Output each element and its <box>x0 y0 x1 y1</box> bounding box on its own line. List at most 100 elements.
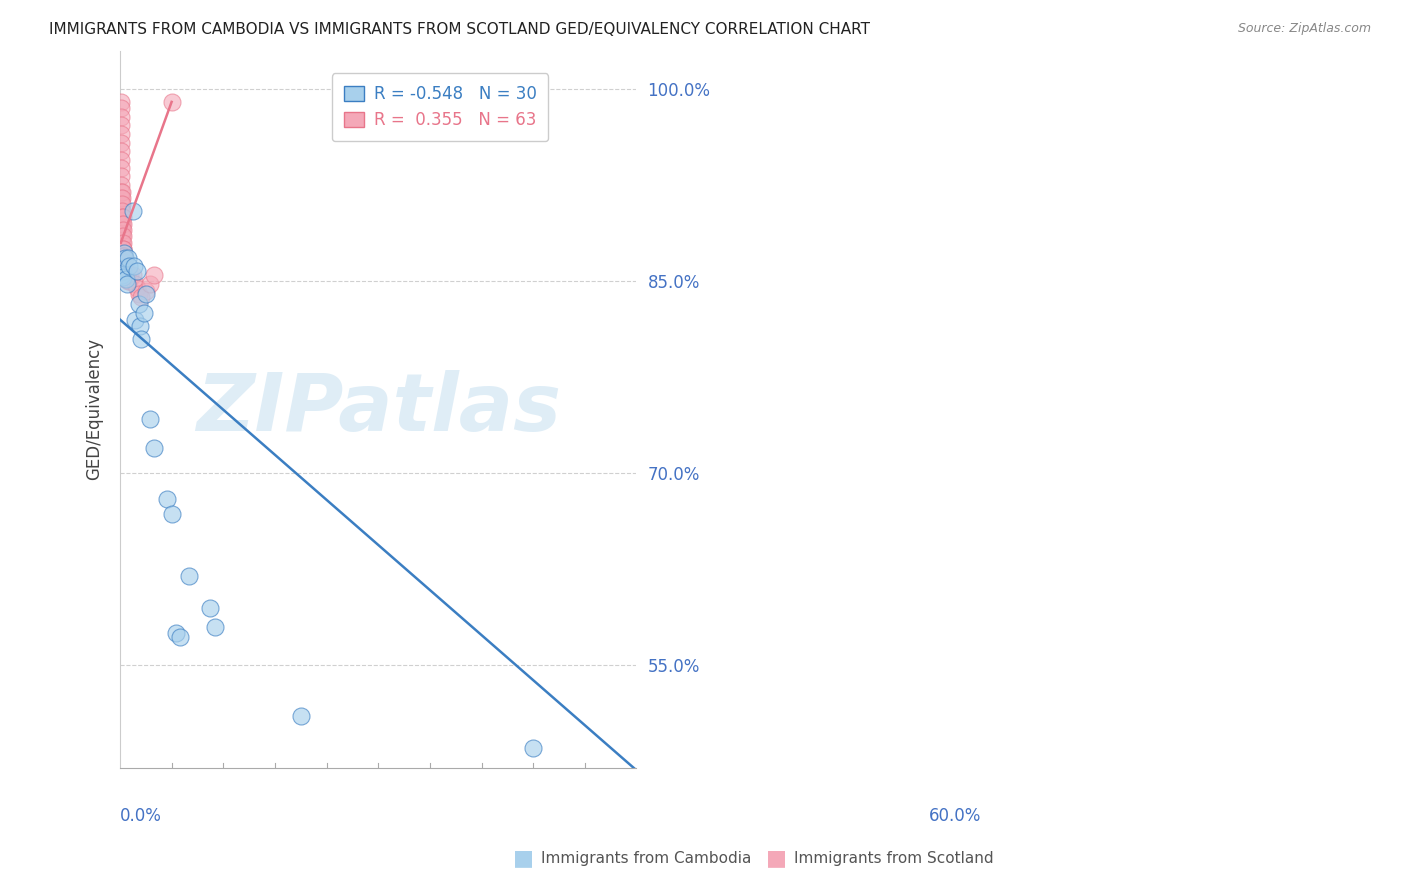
Text: Immigrants from Cambodia: Immigrants from Cambodia <box>541 851 752 865</box>
Point <box>110 178 132 193</box>
Point <box>111 185 134 199</box>
Point <box>111 248 134 262</box>
Point <box>117 274 139 288</box>
Point <box>111 248 134 262</box>
Point <box>127 264 149 278</box>
Text: IMMIGRANTS FROM CAMBODIA VS IMMIGRANTS FROM SCOTLAND GED/EQUIVALENCY CORRELATION: IMMIGRANTS FROM CAMBODIA VS IMMIGRANTS F… <box>49 22 870 37</box>
Point <box>111 229 134 244</box>
Point <box>128 318 150 333</box>
Point <box>128 297 150 311</box>
Point <box>112 248 135 262</box>
Point <box>111 242 134 256</box>
Point <box>112 255 135 269</box>
Point <box>139 277 162 291</box>
Point <box>112 261 135 276</box>
Text: Source: ZipAtlas.com: Source: ZipAtlas.com <box>1237 22 1371 36</box>
Point <box>110 223 132 237</box>
Point <box>110 144 132 158</box>
Point <box>117 274 139 288</box>
Point <box>114 251 136 265</box>
Point <box>128 287 150 301</box>
Point <box>110 110 132 124</box>
Point <box>112 246 135 260</box>
Point <box>131 289 153 303</box>
Point <box>112 255 135 269</box>
Point <box>139 412 162 426</box>
Point <box>112 261 135 276</box>
Point <box>110 185 132 199</box>
Point <box>204 620 226 634</box>
Point <box>177 568 200 582</box>
Point <box>143 441 166 455</box>
Point <box>111 235 134 250</box>
Point <box>112 242 135 256</box>
Point <box>111 268 134 282</box>
Point <box>115 268 138 282</box>
Point <box>200 600 222 615</box>
Point <box>110 169 132 183</box>
Point <box>110 197 132 211</box>
Point <box>160 507 183 521</box>
Point <box>160 95 183 109</box>
Point <box>122 268 145 282</box>
Point <box>110 235 132 250</box>
Text: ZIPatlas: ZIPatlas <box>195 370 561 448</box>
Point <box>156 491 179 506</box>
Point <box>110 118 132 132</box>
Point <box>120 268 142 282</box>
Point <box>110 203 132 218</box>
Point <box>111 264 134 278</box>
Point <box>112 270 135 285</box>
Point <box>110 127 132 141</box>
Point <box>110 161 132 176</box>
Point <box>111 203 134 218</box>
Point <box>111 210 134 224</box>
Point <box>111 235 134 250</box>
Legend: R = -0.548   N = 30, R =  0.355   N = 63: R = -0.548 N = 30, R = 0.355 N = 63 <box>332 73 548 141</box>
Point <box>111 191 134 205</box>
Point <box>522 741 544 756</box>
Point <box>122 203 145 218</box>
Text: Immigrants from Scotland: Immigrants from Scotland <box>794 851 994 865</box>
Point <box>110 95 132 109</box>
Point <box>110 210 132 224</box>
Point <box>111 223 134 237</box>
Point <box>110 136 132 150</box>
Point <box>111 217 134 231</box>
Point <box>124 312 146 326</box>
Point <box>114 264 136 278</box>
Point <box>131 332 153 346</box>
Point <box>122 259 145 273</box>
Text: ■: ■ <box>766 848 787 868</box>
Point <box>114 271 136 285</box>
Text: 60.0%: 60.0% <box>928 807 981 825</box>
Point <box>115 271 138 285</box>
Point <box>111 217 134 231</box>
Point <box>169 630 191 644</box>
Point <box>132 306 155 320</box>
Point <box>127 280 149 294</box>
Point <box>115 277 138 291</box>
Point <box>135 285 157 299</box>
Point <box>111 210 134 224</box>
Text: 0.0%: 0.0% <box>120 807 162 825</box>
Point <box>110 153 132 167</box>
Point <box>111 229 134 244</box>
Point <box>112 248 135 262</box>
Point <box>110 101 132 115</box>
Point <box>111 242 134 256</box>
Point <box>110 229 132 244</box>
Point <box>111 223 134 237</box>
Point <box>117 251 139 265</box>
Point <box>111 197 134 211</box>
Point <box>165 626 187 640</box>
Point <box>110 268 132 282</box>
Point <box>143 268 166 282</box>
Point <box>115 264 138 278</box>
Point <box>111 255 134 269</box>
Point <box>290 709 312 723</box>
Point <box>110 217 132 231</box>
Y-axis label: GED/Equivalency: GED/Equivalency <box>86 338 103 480</box>
Point <box>135 287 157 301</box>
Point <box>115 271 138 285</box>
